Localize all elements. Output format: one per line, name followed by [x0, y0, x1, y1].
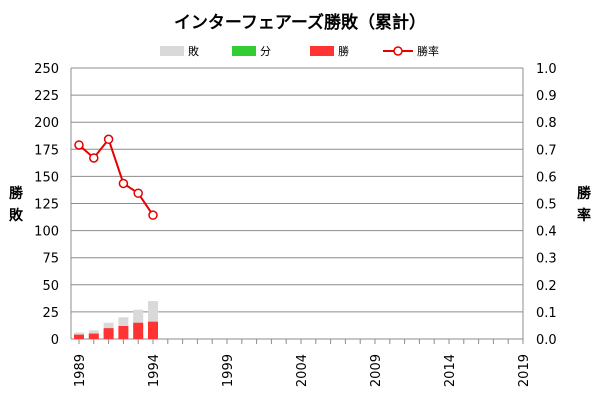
bar-勝	[118, 325, 129, 339]
left-axis-tick-label: 50	[42, 279, 59, 294]
legend-swatch-勝	[310, 46, 334, 56]
x-axis-tick-label: 2004	[295, 354, 310, 387]
right-axis-tick-label: 0.2	[536, 279, 557, 294]
left-axis-tick-label: 125	[34, 198, 59, 213]
left-axis-tick-label: 100	[34, 225, 59, 240]
right-axis-tick-label: 0.8	[536, 116, 557, 131]
right-axis-tick-label: 0.3	[536, 252, 557, 267]
right-axis-title: 勝	[577, 185, 592, 202]
left-axis-tick-label: 200	[34, 116, 59, 131]
bar-敗	[148, 301, 158, 339]
x-axis-tick-label: 2009	[369, 354, 384, 387]
left-axis-tick-label: 25	[42, 306, 59, 321]
x-axis-tick-label: 1989	[73, 354, 88, 387]
right-axis-tick-label: 0.5	[536, 198, 557, 213]
legend-label: 分	[260, 45, 271, 58]
win-rate-line-group	[74, 134, 158, 220]
left-axis-title: 勝	[9, 185, 24, 202]
left-axis-tick-label: 250	[34, 62, 59, 77]
x-axis-tick-label: 1999	[221, 354, 236, 387]
win-rate-point	[118, 178, 129, 189]
bar-勝	[74, 334, 84, 339]
legend-label: 勝	[338, 44, 349, 58]
legend-marker	[393, 46, 403, 56]
right-axis-tick-label: 0.0	[536, 333, 557, 348]
bar-勝	[148, 321, 158, 339]
win-rate-point	[89, 153, 99, 163]
legend: 敗 分 勝 勝率	[160, 44, 439, 58]
win-rate-point	[103, 134, 114, 145]
axes: 0 25 50 75 100 125 150 175 200 225 250 0.0 0.1 0.2 0.3…	[34, 62, 557, 387]
left-axis-tick-label: 75	[42, 252, 59, 267]
legend-label: 敗	[188, 44, 199, 58]
left-axis-tick-label: 150	[34, 170, 59, 185]
right-axis-tick-label: 0.6	[536, 170, 557, 185]
legend-label: 勝率	[417, 44, 439, 58]
win-rate-point	[133, 188, 143, 198]
right-axis-tick-label: 0.9	[536, 89, 557, 104]
bar-勝	[133, 322, 144, 339]
win-rate-point	[148, 210, 158, 220]
left-axis-title: 敗	[9, 207, 24, 224]
chart-title: インターフェアーズ勝敗（累計）	[174, 12, 426, 33]
win-rate-point	[74, 140, 84, 150]
x-axis-tick-label: 2014	[443, 354, 458, 387]
bars	[74, 301, 158, 339]
right-axis-title: 率	[577, 207, 591, 224]
left-axis-tick-label: 0	[51, 333, 59, 348]
legend-swatch-敗	[160, 46, 184, 56]
right-axis-tick-label: 0.1	[536, 306, 557, 321]
right-axis-tick-label: 0.4	[536, 225, 557, 240]
right-axis-tick-label: 1.0	[536, 62, 557, 77]
legend-swatch-分	[232, 46, 256, 56]
left-axis-tick-label: 225	[34, 89, 59, 104]
bar-勝	[88, 333, 99, 339]
left-axis-tick-label: 175	[34, 143, 59, 158]
bar-勝	[103, 328, 114, 339]
right-axis-tick-label: 0.7	[536, 143, 557, 158]
x-axis-tick-label: 1994	[147, 354, 162, 387]
x-axis-tick-label: 2019	[517, 354, 532, 387]
